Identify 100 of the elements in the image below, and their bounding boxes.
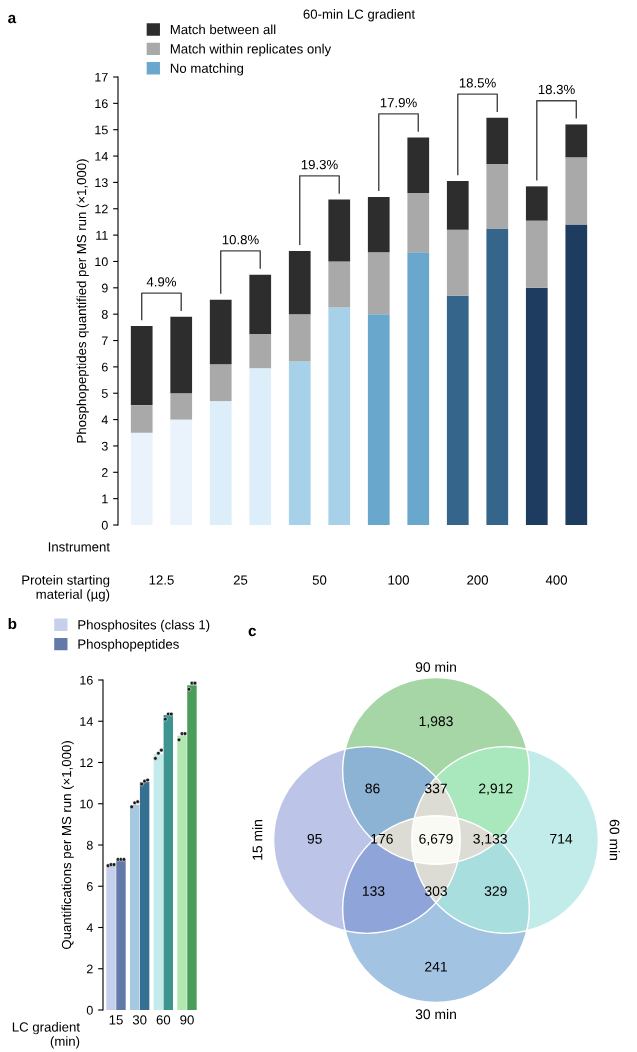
legend-label: No matching xyxy=(170,63,244,76)
bar xyxy=(565,224,588,525)
text: 329 xyxy=(484,886,507,896)
y-tick-label: 6 xyxy=(86,882,93,891)
bar xyxy=(187,685,197,1010)
bar xyxy=(367,314,390,525)
text: 6,679 xyxy=(419,833,453,846)
text: 25 xyxy=(233,575,248,585)
text: 2,912 xyxy=(479,783,513,795)
y-tick-label: 4 xyxy=(86,923,93,933)
y-tick-label: 7 xyxy=(101,336,108,346)
x-tick-label: 15 xyxy=(109,1015,123,1025)
bar xyxy=(565,124,588,158)
bar xyxy=(407,137,430,193)
text: 15 min xyxy=(252,820,263,860)
y-tick-label: 1 xyxy=(102,494,108,504)
bar xyxy=(130,405,153,433)
text: 303 xyxy=(424,886,447,896)
bar xyxy=(288,361,311,525)
bar xyxy=(446,181,469,230)
y-tick-label: 2 xyxy=(101,468,108,477)
bar xyxy=(170,419,193,525)
bar xyxy=(367,252,390,315)
legend-label: Phosphosites (class 1) xyxy=(78,619,210,633)
y-tick-label: 0 xyxy=(101,520,108,530)
x-tick-label: 60 xyxy=(156,1015,171,1025)
y-tick-label: 0 xyxy=(86,1005,93,1015)
bar xyxy=(407,192,430,253)
y-tick-label: 3 xyxy=(101,441,108,451)
text: 337 xyxy=(424,783,447,794)
bar xyxy=(170,316,193,394)
text: 100 xyxy=(388,575,409,585)
bar xyxy=(288,314,311,362)
x-tick-label: 90 xyxy=(180,1015,194,1025)
text: 90 min xyxy=(415,661,456,672)
bar xyxy=(209,299,232,365)
bar xyxy=(249,274,272,334)
y-tick-label: 6 xyxy=(101,362,108,372)
bar xyxy=(209,364,232,402)
bar xyxy=(116,860,126,1010)
y-tick-label: 8 xyxy=(101,309,108,319)
chart-title: 60-min LC gradient xyxy=(303,9,416,22)
y-tick-label: 2 xyxy=(86,964,93,974)
text: 200 xyxy=(467,575,489,585)
bar xyxy=(328,199,351,262)
text: 12.5 xyxy=(149,575,174,585)
bar xyxy=(249,333,272,369)
bar xyxy=(153,754,164,1010)
annotation: 17.9% xyxy=(380,97,417,108)
y-axis-title: Phosphopeptides quantified per MS run (×1,000) xyxy=(76,159,89,443)
bar xyxy=(486,163,509,229)
y-tick-label: 10 xyxy=(80,799,93,809)
y-tick-label: 5 xyxy=(101,389,108,398)
legend-label: Match between all xyxy=(170,24,276,35)
bar xyxy=(177,735,187,1010)
text: 30 min xyxy=(415,1008,456,1020)
annotation: 19.3% xyxy=(301,159,338,170)
text: Protein starting material (µg) xyxy=(22,575,110,602)
y-tick-label: 4 xyxy=(101,415,108,425)
bar xyxy=(328,307,351,525)
x-tick-label: 30 xyxy=(132,1015,147,1025)
legend-label: Match within replicates only xyxy=(170,43,332,57)
text: 50 xyxy=(312,575,327,585)
bar xyxy=(106,865,116,1010)
y-tick-label: 15 xyxy=(95,125,108,135)
bar xyxy=(328,261,351,308)
bar xyxy=(486,117,509,164)
text: Instrument xyxy=(48,542,110,552)
text: 176 xyxy=(371,833,393,844)
bar xyxy=(139,782,150,1010)
bar xyxy=(446,295,469,525)
bar xyxy=(525,220,548,288)
text: 1,983 xyxy=(419,716,453,728)
y-tick-label: 11 xyxy=(96,231,108,240)
legend-label: Phosphopeptides xyxy=(78,639,179,652)
annotation: 10.8% xyxy=(222,235,259,245)
y-axis-title: Quantifications per MS run (×1,000) xyxy=(61,741,74,950)
y-tick-label: 9 xyxy=(101,283,108,293)
bar xyxy=(446,229,469,296)
annotation: 18.5% xyxy=(459,78,496,88)
bar xyxy=(129,804,140,1010)
y-tick-label: 14 xyxy=(80,717,93,726)
y-tick-label: 10 xyxy=(95,257,108,267)
bar xyxy=(525,287,548,525)
y-tick-label: 8 xyxy=(86,840,93,850)
text: 400 xyxy=(545,575,568,585)
text: b xyxy=(8,618,17,630)
text: 60 min xyxy=(609,819,620,860)
y-tick-label: 14 xyxy=(95,151,108,161)
text: 86 xyxy=(365,783,380,794)
y-tick-label: 13 xyxy=(95,178,108,188)
bar xyxy=(525,186,548,221)
bar xyxy=(130,326,153,406)
y-tick-label: 12 xyxy=(95,204,108,214)
bar xyxy=(170,393,193,420)
annotation: 18.3% xyxy=(538,84,575,95)
bar xyxy=(565,157,588,225)
bar xyxy=(130,432,153,525)
x-axis-title: LC gradient (min) xyxy=(12,1022,80,1049)
bar xyxy=(288,250,311,315)
